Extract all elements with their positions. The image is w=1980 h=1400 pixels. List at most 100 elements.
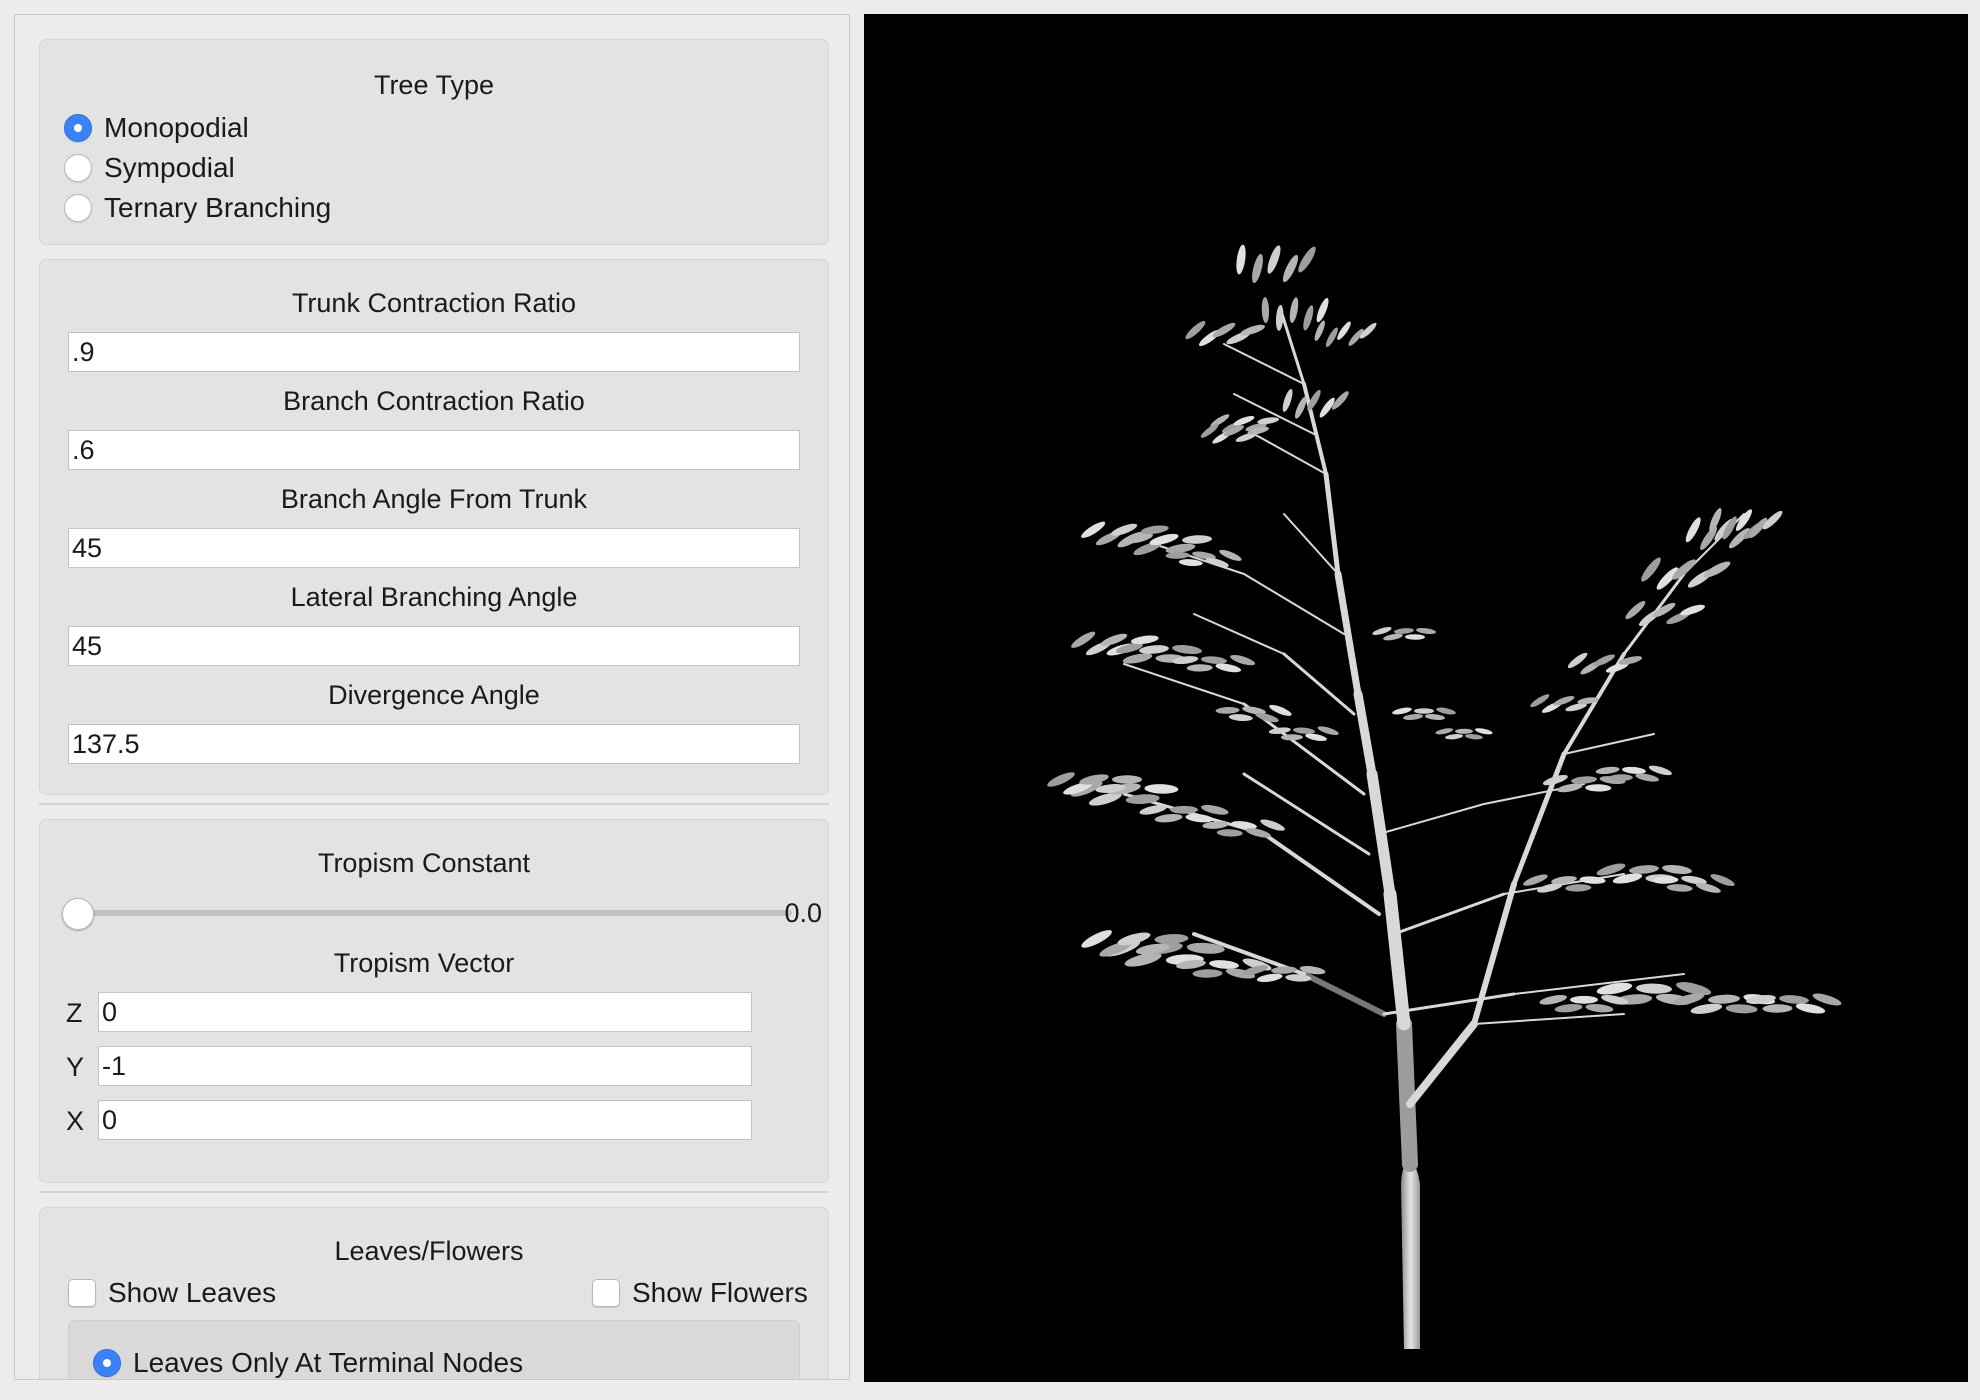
leaf	[1285, 974, 1312, 982]
leaf	[1316, 297, 1329, 323]
radio-ternary-branching[interactable]: Ternary Branching	[64, 190, 331, 226]
tropism-x-input[interactable]: 0	[98, 1100, 752, 1140]
radio-sympodial[interactable]: Sympodial	[64, 150, 235, 186]
radio-leaves-terminal-nodes[interactable]: Leaves Only At Terminal Nodes	[93, 1345, 524, 1379]
branch-segment	[1383, 887, 1411, 1031]
leaf	[1728, 528, 1750, 549]
leaf	[1225, 968, 1256, 979]
branch-segment	[1511, 751, 1567, 887]
leaf	[1307, 389, 1321, 411]
leaf	[1282, 388, 1293, 412]
leaf	[1178, 559, 1203, 567]
leaf	[1585, 1004, 1614, 1013]
checkbox[interactable]	[68, 1279, 96, 1307]
leaf	[1331, 391, 1349, 410]
leaf	[1192, 969, 1223, 978]
radio-button[interactable]	[64, 154, 92, 182]
leaf	[1601, 994, 1629, 1005]
branch-segment	[1323, 471, 1341, 577]
leaf	[1425, 714, 1445, 720]
leaf	[1690, 1003, 1723, 1014]
leaf	[1140, 525, 1169, 535]
branch-angle-from-trunk-input[interactable]: 45	[68, 528, 800, 568]
leaf	[1172, 656, 1199, 665]
leaf	[1348, 328, 1364, 346]
tropism-z-input[interactable]: 0	[98, 992, 752, 1032]
branch-segment	[1378, 803, 1485, 835]
leaf	[1695, 882, 1721, 893]
radio-monopodial[interactable]: Monopodial	[64, 110, 249, 146]
leaf	[1636, 983, 1672, 994]
tropism-constant-slider-thumb[interactable]	[62, 898, 94, 930]
leaf	[1372, 627, 1392, 635]
branch-contraction-ratio-input[interactable]: .6	[68, 430, 800, 470]
leaf	[1242, 706, 1266, 715]
radio-label: Sympodial	[104, 152, 235, 183]
leaf	[1673, 993, 1705, 1006]
leaf	[1135, 943, 1170, 955]
branch-angle-from-trunk-label: Branch Angle From Trunk	[280, 484, 588, 514]
leaf	[1414, 708, 1434, 714]
leaf	[1605, 662, 1629, 673]
leaf	[1124, 952, 1162, 967]
tree-render-canvas	[1047, 244, 1842, 1349]
tropism-constant-slider-track[interactable]	[74, 910, 792, 916]
leaf-placement-group: Leaves Only At Terminal Nodes	[68, 1320, 800, 1379]
leaf	[1394, 628, 1414, 634]
show-leaves-checkbox[interactable]: Show Leaves	[68, 1276, 276, 1310]
leaf	[1656, 567, 1679, 590]
leaf	[1746, 994, 1776, 1005]
leaf	[1319, 397, 1335, 418]
leaf	[1282, 254, 1299, 283]
radio-button[interactable]	[64, 194, 92, 222]
leaf	[1245, 828, 1271, 838]
branch-segment	[1382, 992, 1516, 1016]
leaf	[1242, 965, 1268, 975]
leaf	[1416, 627, 1436, 635]
leaf	[1685, 517, 1701, 543]
branch-segment	[1223, 343, 1305, 385]
leaf	[1293, 727, 1315, 734]
branch-segment	[1406, 1020, 1478, 1108]
trunk-base	[1401, 1159, 1420, 1349]
leaf	[1703, 561, 1731, 578]
leaf	[1570, 995, 1598, 1004]
leaf	[1474, 728, 1493, 735]
divergence-angle-input[interactable]: 137.5	[68, 724, 800, 764]
leaf	[1125, 533, 1154, 544]
leaf	[1212, 322, 1236, 338]
leaf	[1115, 643, 1144, 654]
tropism-y-input[interactable]: -1	[98, 1046, 752, 1086]
leaf	[1201, 804, 1229, 815]
leaf	[1063, 782, 1092, 795]
branch-segment	[1193, 613, 1285, 655]
leaf	[1539, 994, 1567, 1005]
trunk-contraction-ratio-input[interactable]: .9	[68, 332, 800, 372]
radio-label: Leaves Only At Terminal Nodes	[133, 1347, 524, 1378]
leaf	[1595, 766, 1620, 775]
leaf	[1186, 942, 1225, 954]
tropism-z-label: Z	[66, 998, 83, 1028]
radio-button-selected[interactable]	[64, 114, 92, 142]
leaf	[1185, 320, 1206, 340]
leaf	[1139, 804, 1167, 815]
leaf	[1247, 426, 1269, 435]
leaf	[1256, 973, 1283, 983]
lateral-branching-angle-input[interactable]: 45	[68, 626, 800, 666]
show-flowers-checkbox[interactable]: Show Flowers	[592, 1276, 808, 1310]
leaf	[1625, 600, 1646, 620]
leaf	[1405, 634, 1425, 640]
leaf	[1275, 304, 1284, 331]
leaf	[1812, 993, 1842, 1006]
leaf	[1542, 774, 1568, 786]
radio-button-selected[interactable]	[93, 1349, 121, 1377]
leaf	[1383, 633, 1403, 641]
leaf	[1182, 535, 1212, 544]
leaf	[1185, 814, 1214, 823]
leaf	[1271, 966, 1297, 974]
tree-render-viewport[interactable]	[864, 14, 1968, 1382]
leaf	[1267, 245, 1281, 274]
leaf	[1223, 425, 1245, 437]
leaf	[1298, 246, 1316, 273]
checkbox[interactable]	[592, 1279, 620, 1307]
